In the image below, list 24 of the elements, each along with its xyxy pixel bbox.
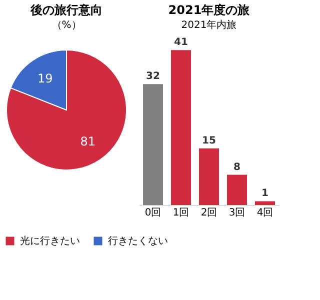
data-label: 1 — [262, 188, 269, 200]
data-label: 8 — [234, 162, 241, 173]
x-tick-label: 4回 — [256, 208, 274, 218]
chart-subtitle: 2021年内旅 — [181, 19, 237, 31]
x-tick-label: 1回 — [172, 208, 190, 218]
data-label: 81 — [80, 134, 96, 148]
bar — [227, 174, 247, 205]
legend-label: 光に行きたい — [20, 235, 80, 247]
data-label: 15 — [202, 135, 216, 146]
chart-subtitle: （%） — [52, 20, 82, 31]
legend-label: 行きたくない — [108, 236, 168, 247]
data-label: 19 — [38, 72, 53, 86]
x-tick-label: 2回 — [200, 208, 218, 218]
bar — [199, 148, 219, 205]
pie-slice — [6, 50, 127, 170]
data-label: 41 — [174, 37, 188, 48]
bar — [171, 50, 191, 205]
x-tick-label: 3回 — [228, 208, 246, 218]
chart-title: 2021年度の旅 — [168, 3, 251, 17]
bar — [255, 201, 275, 205]
chart-title: 後の旅行意向 — [30, 3, 102, 17]
x-tick-label: 0回 — [144, 208, 162, 218]
data-label: 32 — [146, 71, 160, 82]
bar — [143, 84, 163, 205]
